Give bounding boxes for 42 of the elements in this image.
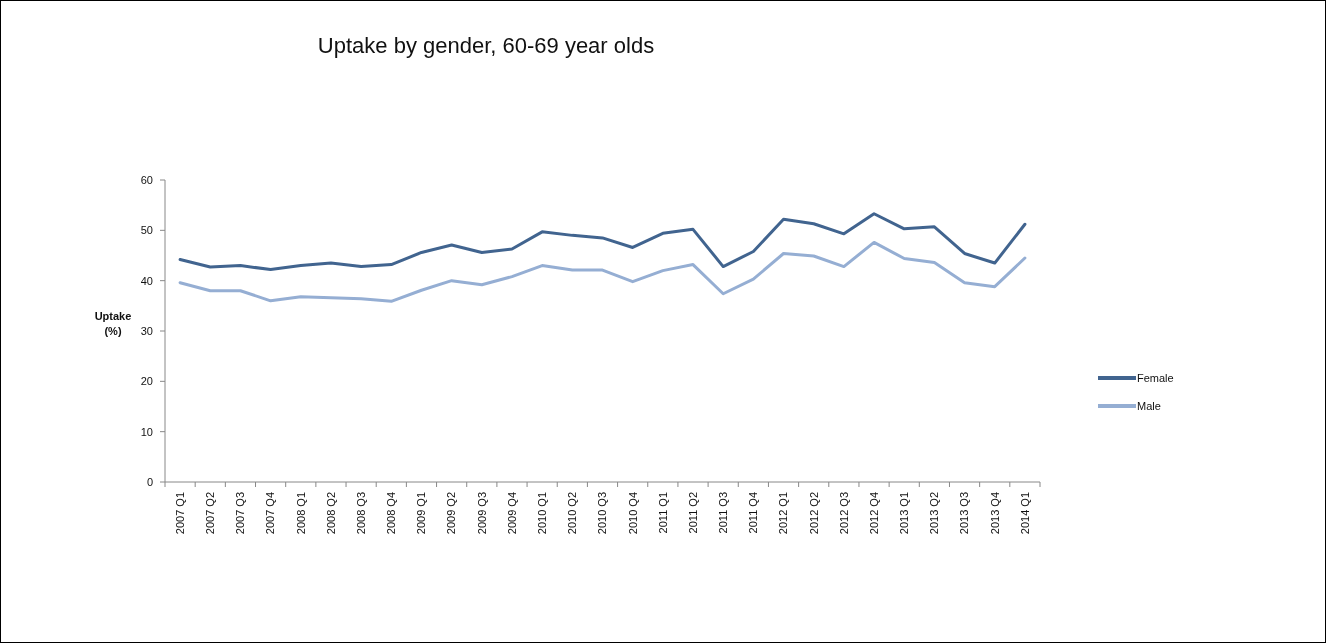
y-tick-label: 60: [140, 173, 153, 186]
x-tick-label: 2012 Q1: [777, 492, 790, 535]
x-tick-label: 2009 Q4: [505, 492, 518, 535]
x-tick-label: 2011 Q1: [656, 492, 669, 534]
x-tick-label: 2012 Q3: [837, 492, 850, 535]
x-tick-label: 2008 Q2: [324, 492, 337, 535]
x-tick-label: 2010 Q3: [596, 492, 609, 535]
x-tick-label: 2007 Q3: [234, 492, 247, 535]
x-tick-label: 2012 Q4: [867, 492, 880, 535]
y-tick-label: 0: [146, 475, 153, 488]
y-tick-label: 40: [140, 274, 153, 287]
x-tick-label: 2009 Q3: [475, 492, 488, 535]
x-tick-label: 2008 Q3: [354, 492, 367, 535]
y-axis-title: Uptake (%): [94, 310, 132, 337]
x-tick-label: 2011 Q2: [686, 492, 699, 534]
x-tick-label: 2011 Q4: [747, 492, 760, 534]
x-tick-label: 2007 Q4: [264, 492, 277, 535]
x-tick-label: 2013 Q2: [928, 492, 941, 535]
x-tick-label: 2010 Q4: [626, 492, 639, 535]
x-tick-label: 2008 Q1: [294, 492, 307, 535]
y-tick-label: 50: [140, 224, 153, 237]
x-tick-label: 2013 Q1: [898, 492, 911, 535]
x-tick-label: 2013 Q4: [988, 492, 1001, 535]
x-tick-label: 2010 Q1: [536, 492, 549, 535]
line-series: [178, 212, 1027, 272]
x-tick-label: 2011 Q3: [717, 492, 730, 534]
y-tick-label: 10: [140, 425, 153, 438]
x-tick-label: 2012 Q2: [807, 492, 820, 535]
x-tick-label: 2007 Q1: [173, 492, 186, 535]
y-tick-label: 20: [140, 375, 153, 388]
x-tick-label: 2009 Q2: [445, 492, 458, 535]
x-tick-label: 2009 Q1: [415, 492, 428, 535]
legend-label: Male: [1137, 399, 1161, 412]
chart-title: Uptake by gender, 60-69 year olds: [317, 33, 655, 58]
line-series: [178, 240, 1027, 303]
x-tick-label: 2013 Q3: [958, 492, 971, 535]
x-tick-label: 2007 Q2: [204, 492, 217, 535]
x-tick-label: 2010 Q2: [566, 492, 579, 535]
x-tick-label: 2008 Q4: [385, 492, 398, 535]
y-tick-label: 30: [140, 324, 153, 337]
x-tick-label: 2014 Q1: [1018, 492, 1031, 535]
legend-label: Female: [1137, 371, 1174, 384]
